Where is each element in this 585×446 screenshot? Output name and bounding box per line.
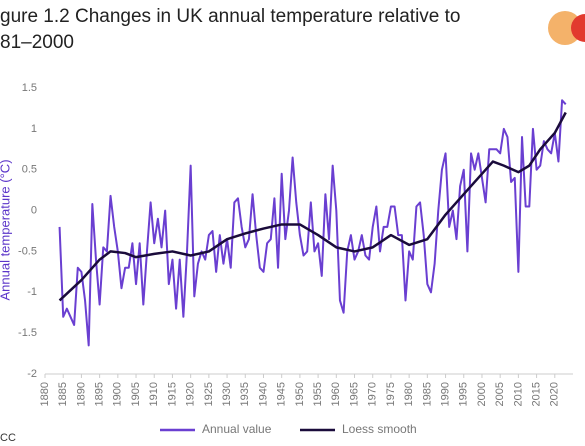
y-tick-label: -1.5 (18, 327, 37, 339)
series-line (58, 111, 567, 302)
x-tick-label: 1990 (439, 382, 451, 406)
chart-subtitle: 81–2000 (0, 32, 74, 53)
watermark: CC (0, 432, 16, 444)
x-tick-label: 1985 (421, 382, 433, 406)
x-tick-label: 2005 (494, 382, 506, 406)
x-tick-label: 1995 (458, 382, 470, 406)
x-tick-label: 1970 (367, 382, 379, 406)
x-tick-label: 1885 (57, 382, 69, 406)
x-tick-label: 1945 (276, 382, 288, 406)
x-tick-label: 1950 (294, 382, 306, 406)
x-tick-label: 2000 (476, 382, 488, 406)
y-axis-title: Annual temperature (°C) (0, 159, 12, 300)
legend-label: Annual value (202, 422, 272, 436)
x-tick-label: 2020 (549, 382, 561, 406)
series-line (58, 99, 567, 347)
x-tick-label: 1940 (257, 382, 269, 406)
x-tick-label: 1915 (166, 382, 178, 406)
x-tick-label: 1965 (348, 382, 360, 406)
x-tick-label: 1895 (94, 382, 106, 406)
y-tick-label: 0 (31, 204, 37, 216)
y-tick-label: -2 (27, 368, 37, 380)
x-tick-label: 1980 (403, 382, 415, 406)
x-tick-label: 1880 (39, 382, 51, 406)
x-tick-label: 2015 (530, 382, 542, 406)
x-tick-label: 1900 (112, 382, 124, 406)
chart-title: gure 1.2 Changes in UK annual temperatur… (0, 6, 461, 27)
x-tick-label: 2010 (512, 382, 524, 406)
y-tick-label: -0.5 (18, 245, 37, 257)
x-tick-label: 1905 (130, 382, 142, 406)
x-tick-label: 1920 (185, 382, 197, 406)
x-tick-label: 1955 (312, 382, 324, 406)
x-tick-label: 1910 (148, 382, 160, 406)
logo (548, 11, 582, 45)
legend-label: Loess smooth (342, 422, 417, 436)
y-tick-label: 1.5 (22, 82, 37, 94)
logo (571, 14, 585, 42)
x-tick-label: 1930 (221, 382, 233, 406)
x-tick-label: 1890 (75, 382, 87, 406)
x-tick-label: 1960 (330, 382, 342, 406)
x-tick-label: 1975 (385, 382, 397, 406)
x-tick-label: 1935 (239, 382, 251, 406)
x-tick-label: 1925 (203, 382, 215, 406)
y-tick-label: -1 (27, 286, 37, 298)
y-tick-label: 0.5 (22, 164, 37, 176)
y-tick-label: 1 (31, 123, 37, 135)
